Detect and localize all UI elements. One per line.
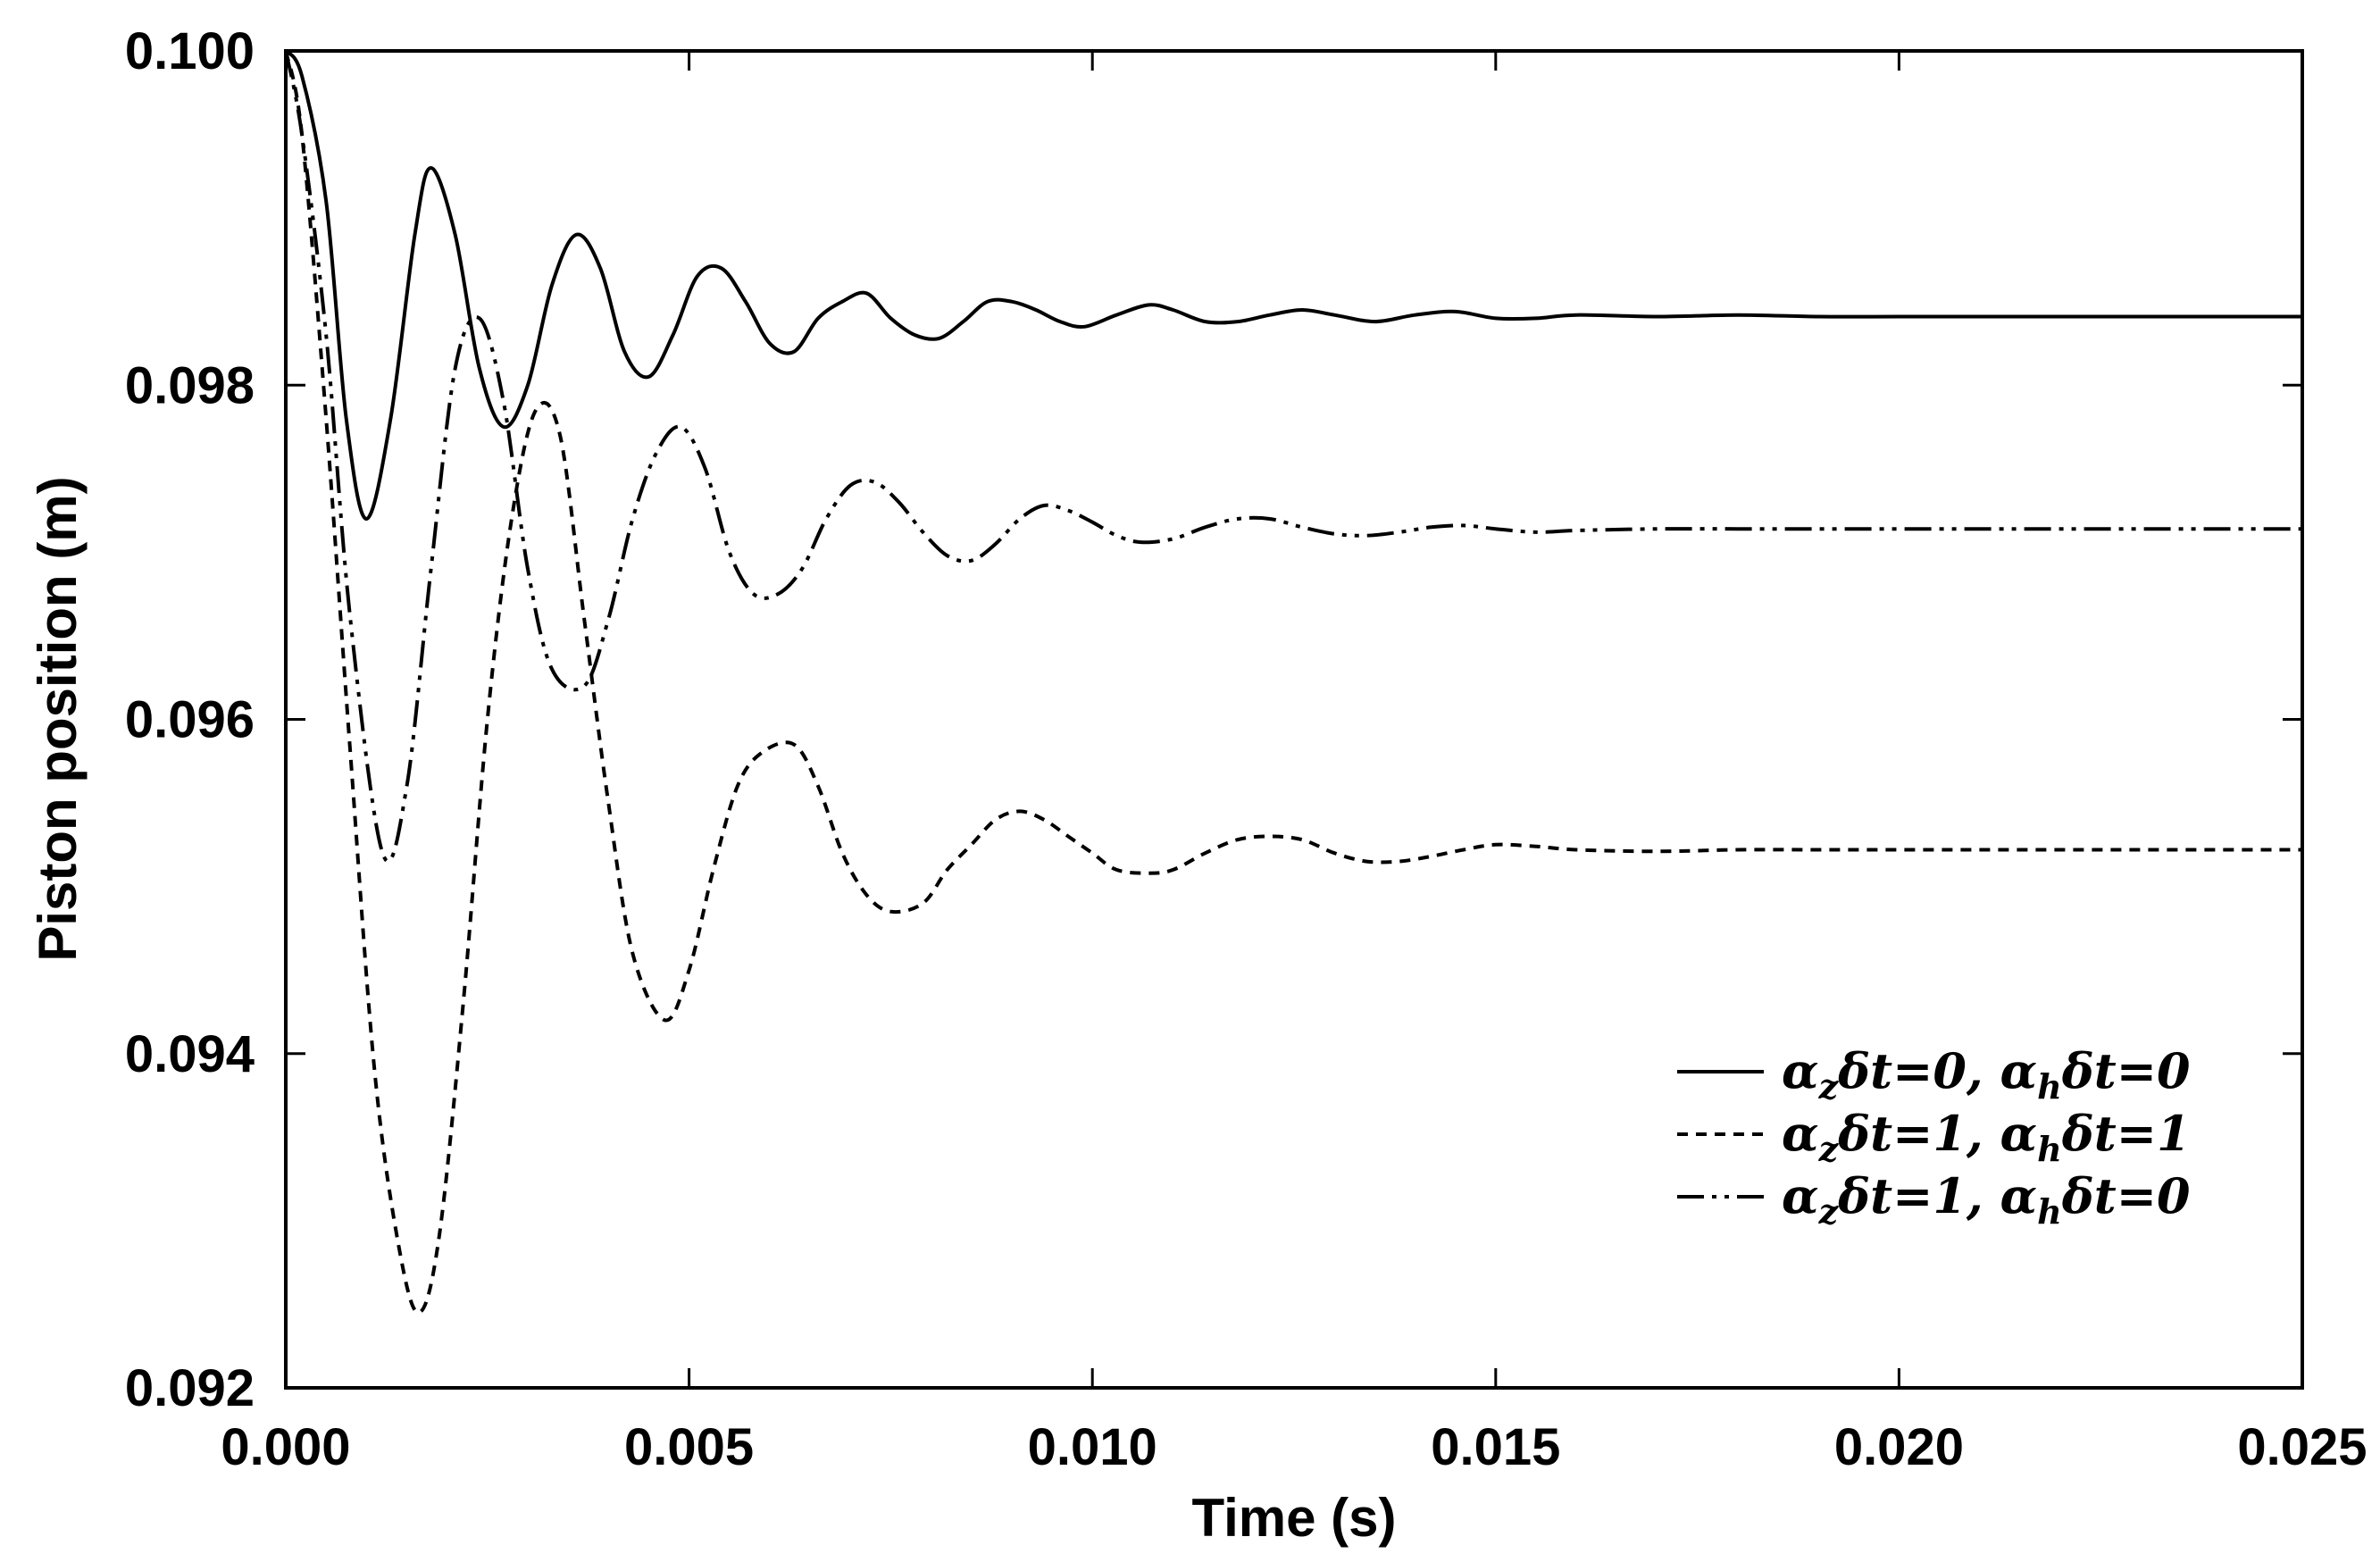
legend-text-part: h xyxy=(2037,1066,2062,1107)
series-line-1 xyxy=(284,49,2302,521)
x-tick-label: 0.005 xyxy=(624,1418,754,1476)
legend-text-part: α xyxy=(1782,1105,1819,1162)
y-tick-label: 0.096 xyxy=(125,691,255,749)
series-line-3 xyxy=(284,50,2302,864)
x-axis-title: Time (s) xyxy=(1192,1488,1397,1548)
x-tick-label: 0.020 xyxy=(1834,1418,1964,1476)
legend-text-part: δt=0 xyxy=(2061,1167,2191,1224)
legend-text-part: δt=1, xyxy=(1837,1167,2000,1224)
legend-label-1: αzδt=0, αhδt=0 xyxy=(1782,1042,2191,1107)
y-tick-label: 0.092 xyxy=(125,1359,255,1417)
x-tick-label: 0.025 xyxy=(2237,1418,2367,1476)
legend-text-part: α xyxy=(2000,1042,2038,1099)
legend-text-part: δt=0 xyxy=(2061,1042,2191,1099)
x-tick-label: 0.000 xyxy=(221,1418,350,1476)
legend-text-part: z xyxy=(1818,1066,1840,1107)
y-tick-label: 0.098 xyxy=(125,356,255,414)
legend-text-part: δt=0, xyxy=(1837,1042,2000,1099)
legend-text-part: h xyxy=(2037,1129,2062,1169)
legend-text-part: α xyxy=(1782,1042,1819,1099)
ticks-layer: 0.000 0.005 0.010 0.015 0.020 0.025 0.092 0.094… xyxy=(125,22,2367,1476)
legend-text-part: h xyxy=(2037,1191,2062,1232)
x-tick-label: 0.015 xyxy=(1431,1418,1560,1476)
legend-text-part: z xyxy=(1818,1191,1840,1232)
legend-text-part: δt=1 xyxy=(2061,1105,2191,1162)
legend-text-part: z xyxy=(1818,1129,1840,1169)
legend-text-part: δt=1, xyxy=(1837,1105,2000,1162)
y-axis-title: Piston position (m) xyxy=(28,476,88,961)
legend-text-part: α xyxy=(1782,1167,1819,1224)
legend-text-part: α xyxy=(2000,1105,2038,1162)
y-tick-label: 0.100 xyxy=(125,22,255,80)
legend-text-part: α xyxy=(2000,1167,2038,1224)
y-tick-label: 0.094 xyxy=(125,1025,255,1083)
x-tick-label: 0.010 xyxy=(1028,1418,1157,1476)
series-line-2 xyxy=(284,50,2302,1315)
legend-label-2: αzδt=1, αhδt=1 xyxy=(1782,1105,2191,1169)
series-layer xyxy=(284,49,2302,1315)
legend-label-3: αzδt=1, αhδt=0 xyxy=(1782,1167,2191,1232)
